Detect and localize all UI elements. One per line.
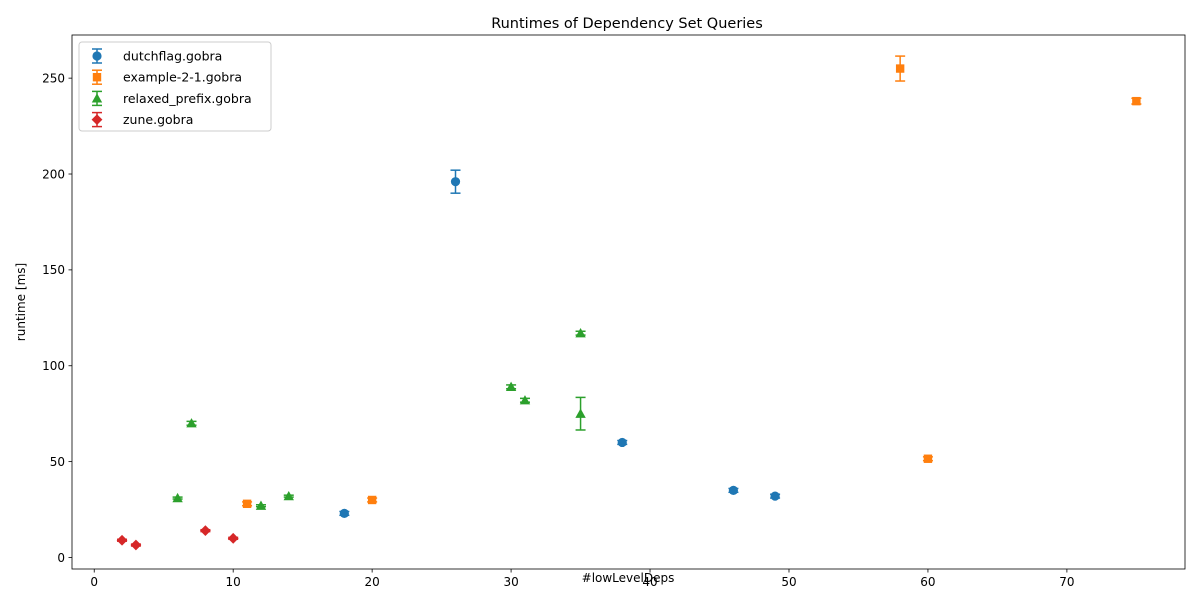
series-zune-gobra (116, 525, 239, 551)
y-tick-label: 0 (57, 551, 65, 565)
data-point (242, 499, 252, 509)
legend-label: relaxed_prefix.gobra (123, 91, 252, 106)
y-tick-label: 100 (42, 359, 65, 373)
y-axis: 0 50 100 150 200 250 (42, 71, 72, 565)
data-point (519, 395, 531, 405)
data-point (923, 454, 933, 463)
data-point (130, 539, 142, 551)
data-point (367, 495, 377, 505)
data-point (770, 491, 780, 501)
data-point (575, 408, 586, 418)
data-point (199, 525, 211, 537)
data-point (255, 500, 267, 510)
y-axis-title: runtime [ms] (14, 263, 28, 341)
legend-label: zune.gobra (123, 112, 193, 127)
x-tick-label: 60 (920, 575, 935, 589)
x-axis: 0 10 20 30 40 50 60 70 (90, 569, 1075, 589)
x-tick-label: 0 (90, 575, 98, 589)
data-point (728, 485, 739, 495)
x-tick-label: 50 (781, 575, 796, 589)
legend-label: dutchflag.gobra (123, 49, 222, 64)
data-series (116, 55, 1142, 551)
chart-title: Runtimes of Dependency Set Queries (491, 16, 763, 32)
data-point (575, 327, 586, 338)
data-point (283, 490, 294, 501)
x-tick-label: 10 (226, 575, 241, 589)
x-axis-title: #lowLevelDeps (582, 571, 675, 585)
legend-marker (92, 51, 102, 61)
data-point (116, 534, 128, 546)
x-tick-label: 70 (1059, 575, 1074, 589)
data-point (1132, 96, 1141, 106)
data-point (505, 381, 517, 392)
series-relaxed-prefix-gobra (172, 327, 586, 510)
legend-label: example-2-1.gobra (123, 70, 242, 85)
y-tick-label: 150 (42, 263, 65, 277)
data-point (172, 492, 183, 503)
x-tick-label: 20 (364, 575, 379, 589)
data-point (186, 418, 197, 428)
data-point (895, 64, 905, 73)
data-point (617, 437, 627, 448)
x-tick-label: 40 (642, 575, 657, 589)
y-tick-label: 50 (50, 455, 65, 469)
data-point (227, 532, 239, 544)
data-point (450, 177, 461, 187)
series-example-2-1-gobra (242, 55, 1142, 509)
legend-marker (92, 73, 102, 82)
y-tick-label: 250 (42, 71, 65, 85)
legend: dutchflag.gobra example-2-1.gobra relaxed_… (78, 41, 272, 132)
x-tick-label: 30 (503, 575, 518, 589)
legend-frame (78, 41, 272, 132)
legend-marker (91, 93, 103, 103)
series-dutchflag-gobra (339, 169, 781, 518)
y-tick-label: 200 (42, 167, 65, 181)
data-point (339, 508, 349, 518)
legend-marker (91, 114, 103, 125)
